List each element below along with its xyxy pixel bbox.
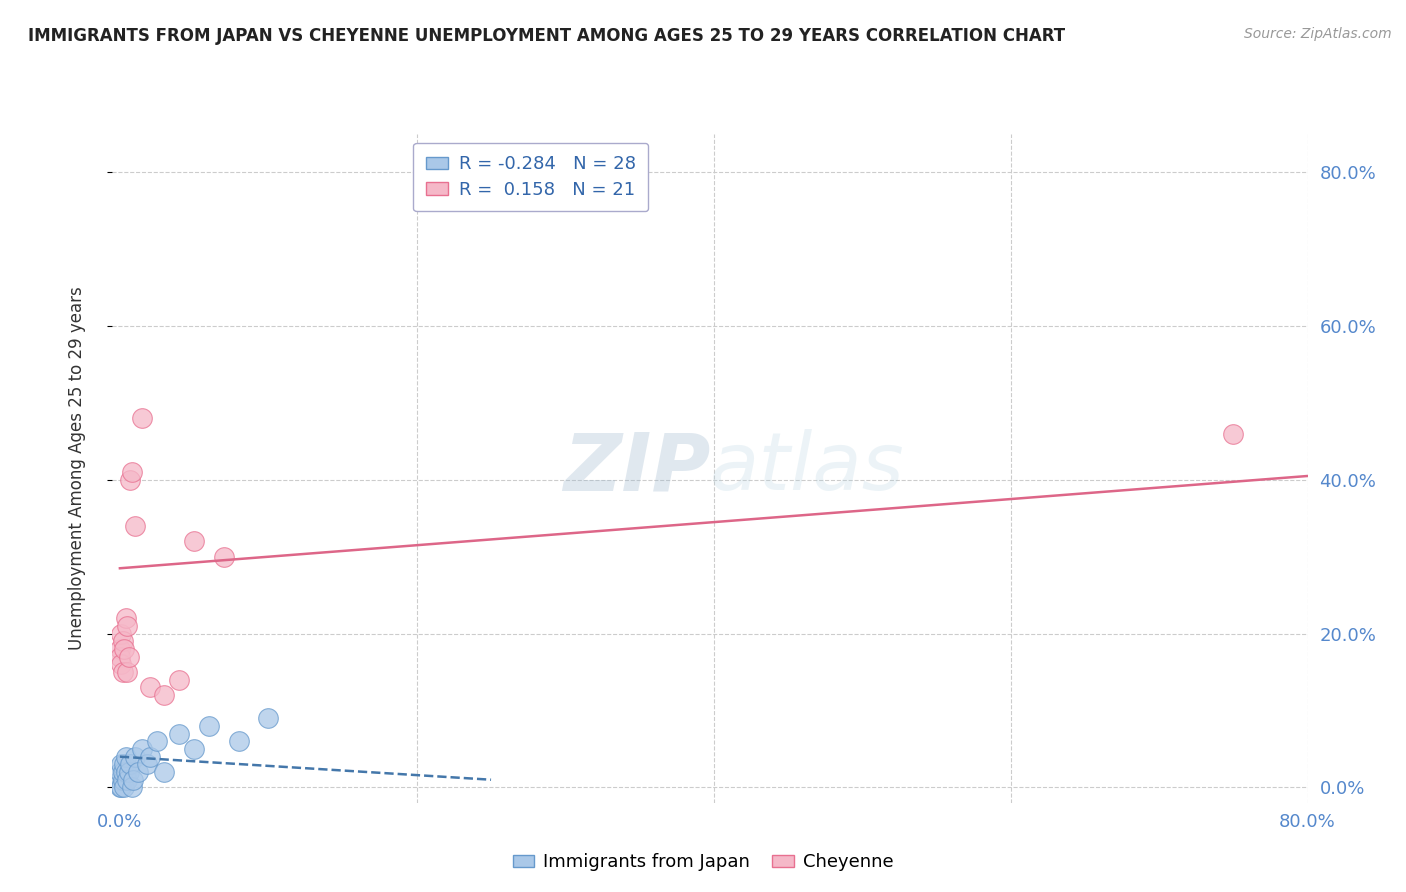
Point <box>110 626 132 640</box>
Point <box>138 749 160 764</box>
Point <box>117 619 139 633</box>
Point <box>117 665 139 679</box>
Point <box>153 765 176 780</box>
Point <box>120 473 142 487</box>
Y-axis label: Unemployment Among Ages 25 to 29 years: Unemployment Among Ages 25 to 29 years <box>67 286 86 650</box>
Point <box>198 719 221 733</box>
Point <box>112 780 135 795</box>
Point <box>111 634 134 648</box>
Point <box>110 757 132 772</box>
Text: atlas: atlas <box>710 429 905 508</box>
Point <box>112 642 135 657</box>
Point <box>146 734 169 748</box>
Point <box>111 665 134 679</box>
Text: Source: ZipAtlas.com: Source: ZipAtlas.com <box>1244 27 1392 41</box>
Point <box>108 642 131 657</box>
Point <box>122 772 145 787</box>
Point <box>117 772 139 787</box>
Point <box>120 757 142 772</box>
Point <box>108 765 131 780</box>
Point <box>169 726 191 740</box>
Point <box>131 411 153 425</box>
Point <box>1222 426 1244 441</box>
Point <box>138 681 160 695</box>
Point <box>183 742 205 756</box>
Point <box>135 757 157 772</box>
Point <box>108 772 131 787</box>
Point <box>115 611 138 625</box>
Legend: Immigrants from Japan, Cheyenne: Immigrants from Japan, Cheyenne <box>506 847 900 879</box>
Point <box>153 688 176 702</box>
Point <box>115 765 138 780</box>
Point <box>127 765 149 780</box>
Point <box>118 765 141 780</box>
Point <box>118 649 141 664</box>
Point <box>110 780 132 795</box>
Point <box>131 742 153 756</box>
Point <box>111 772 134 787</box>
Point <box>112 757 135 772</box>
Point <box>212 549 235 564</box>
Point <box>228 734 250 748</box>
Point <box>108 780 131 795</box>
Point <box>169 673 191 687</box>
Point <box>124 749 146 764</box>
Point <box>115 749 138 764</box>
Point <box>121 465 143 479</box>
Point <box>108 649 131 664</box>
Point <box>183 534 205 549</box>
Text: ZIP: ZIP <box>562 429 710 508</box>
Point <box>110 657 132 672</box>
Point <box>257 711 280 725</box>
Text: IMMIGRANTS FROM JAPAN VS CHEYENNE UNEMPLOYMENT AMONG AGES 25 TO 29 YEARS CORRELA: IMMIGRANTS FROM JAPAN VS CHEYENNE UNEMPL… <box>28 27 1066 45</box>
Point <box>124 519 146 533</box>
Point <box>121 780 143 795</box>
Legend: R = -0.284   N = 28, R =  0.158   N = 21: R = -0.284 N = 28, R = 0.158 N = 21 <box>413 143 648 211</box>
Point <box>111 765 134 780</box>
